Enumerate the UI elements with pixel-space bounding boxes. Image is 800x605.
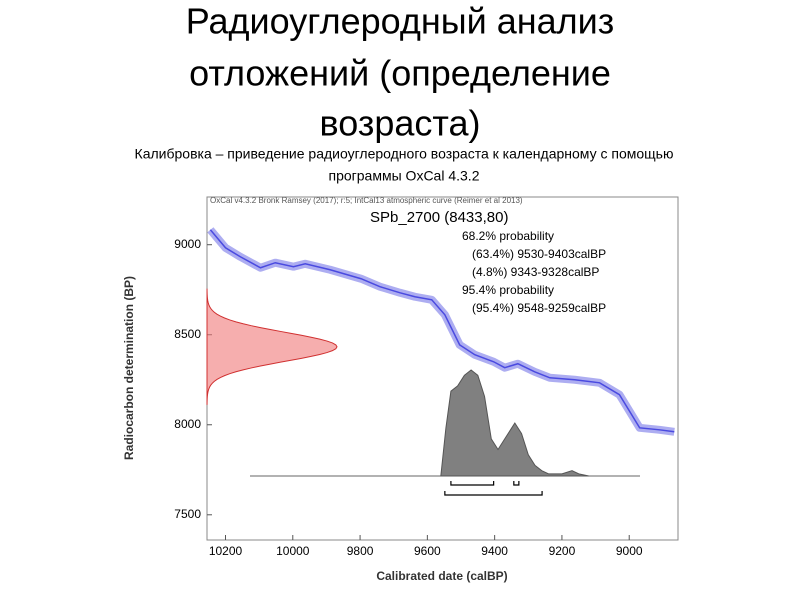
title: возраста) [320,103,481,144]
plot-frame [206,196,679,541]
range-bracket [513,481,520,486]
y-tick-label: 8000 [174,417,201,431]
x-label: Calibrated date (calBP) [376,569,507,583]
x-tick-label: 9400 [481,544,508,558]
title: отложений (определение [189,53,611,94]
range-bracket [450,481,495,486]
title: Радиоуглеродный анализ [186,1,615,42]
y-tick-label: 7500 [174,507,201,521]
subtitle: программы OxCal 4.3.2 [329,168,480,184]
subtitle: Калибровка – приведение радиоуглеродного… [135,146,674,162]
y-tick-label: 8500 [174,327,201,341]
calibration-curve [209,229,675,433]
x-tick-label: 10000 [276,544,310,558]
sample-distribution [206,288,338,405]
y-tick-label: 9000 [174,237,201,251]
annotation: 68.2% probability [462,229,554,243]
sample-label: SPb_2700 (8433,80) [370,209,508,226]
y-label: Radiocarbon determination (BP) [122,276,136,460]
annotation: 95.4% probability [462,283,554,297]
annotation: (63.4%) 9530-9403calBP [472,247,606,261]
annotation: (4.8%) 9343-9328calBP [472,265,599,279]
x-tick-label: 9600 [414,544,441,558]
header: OxCal v4.3.2 Bronk Ramsey (2017); r:5; I… [210,196,523,205]
x-tick-label: 10200 [209,544,243,558]
range-bracket [444,491,543,496]
x-tick-label: 9000 [616,544,643,558]
x-tick-label: 9800 [347,544,374,558]
x-tick-label: 9200 [549,544,576,558]
density [440,369,589,477]
annotation: (95.4%) 9548-9259calBP [472,301,606,315]
